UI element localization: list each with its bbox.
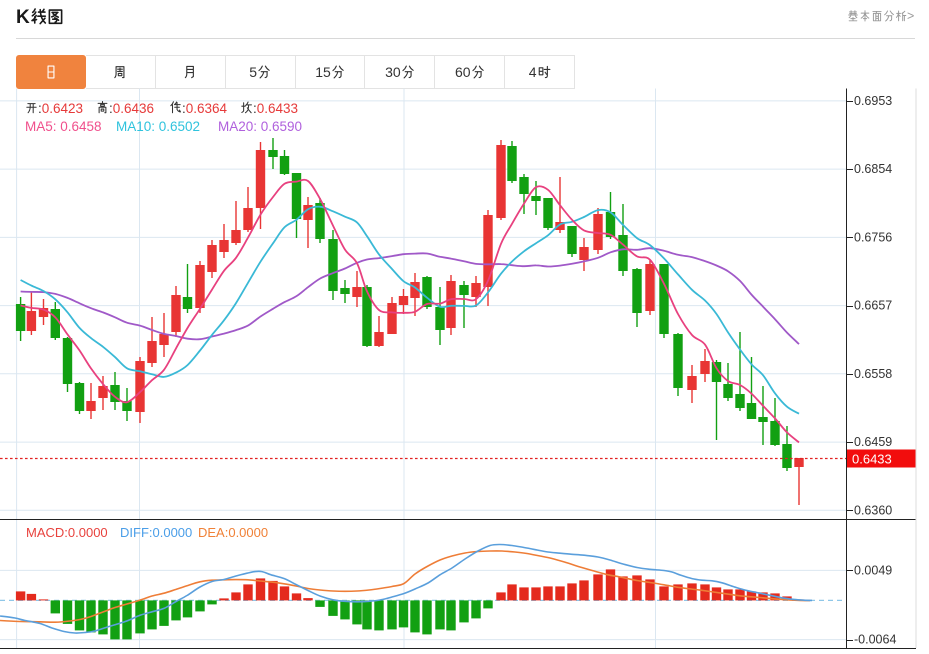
svg-text:0.6433: 0.6433 [852,452,892,467]
svg-text:0.6360: 0.6360 [854,503,892,517]
svg-text:0.6558: 0.6558 [854,367,892,381]
svg-text:0.6657: 0.6657 [854,299,892,313]
svg-text:0.6953: 0.6953 [854,94,892,108]
svg-text:0.6459: 0.6459 [854,435,892,449]
svg-text:0.6756: 0.6756 [854,230,892,244]
svg-text:-0.0064: -0.0064 [854,633,896,647]
svg-text:0.6854: 0.6854 [854,162,892,176]
svg-text:0.0049: 0.0049 [854,563,892,577]
